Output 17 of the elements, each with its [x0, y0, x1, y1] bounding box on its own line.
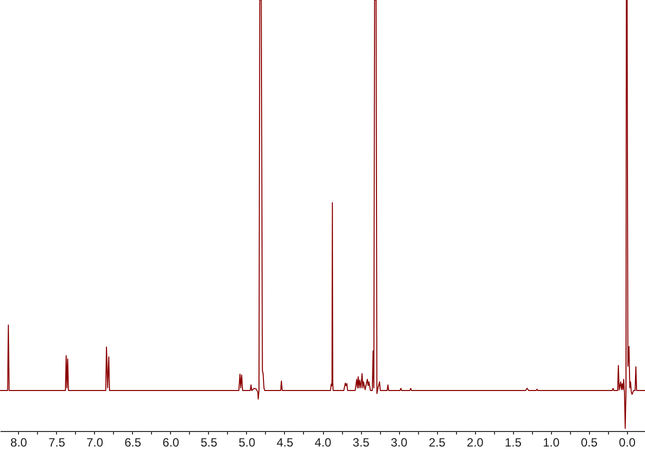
x-tick-label: 3.0	[390, 436, 408, 450]
x-tick-label: 5.0	[238, 436, 256, 450]
x-tick-label: 2.5	[428, 436, 446, 450]
x-tick-label: 1.0	[542, 436, 560, 450]
x-tick-label: 4.0	[314, 436, 332, 450]
x-tick-label: 6.0	[162, 436, 180, 450]
x-tick-label: 0.5	[580, 436, 598, 450]
x-tick-label: 3.5	[352, 436, 370, 450]
x-tick-label: 8.0	[10, 436, 28, 450]
x-tick-label: 0.0	[618, 436, 636, 450]
x-tick-label: 2.0	[466, 436, 484, 450]
x-tick-label: 7.0	[86, 436, 104, 450]
x-tick-label: 4.5	[276, 436, 294, 450]
x-tick-label: 7.5	[48, 436, 66, 450]
x-tick-label: 5.5	[200, 436, 218, 450]
x-tick-label: 6.5	[124, 436, 142, 450]
x-tick-label: 1.5	[504, 436, 522, 450]
